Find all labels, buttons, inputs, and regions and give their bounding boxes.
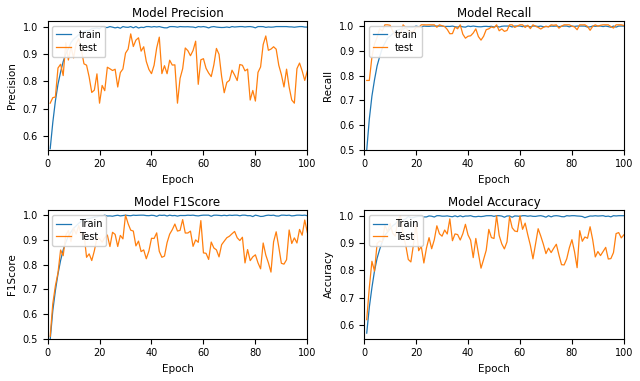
Legend: train, test: train, test xyxy=(52,26,106,57)
Train xyxy=(422,215,430,219)
X-axis label: Epoch: Epoch xyxy=(478,364,510,374)
Title: Model Recall: Model Recall xyxy=(457,7,531,20)
Test xyxy=(96,236,104,241)
Line: test: test xyxy=(367,25,624,80)
Legend: train, test: train, test xyxy=(369,26,422,57)
test xyxy=(610,26,618,30)
test xyxy=(425,22,433,27)
Train xyxy=(363,331,371,335)
train xyxy=(610,24,618,28)
Train xyxy=(106,214,114,218)
Title: Model F1Score: Model F1Score xyxy=(134,196,221,209)
Train xyxy=(122,213,129,218)
Test xyxy=(106,244,114,249)
Train xyxy=(46,337,54,342)
Train xyxy=(96,214,104,218)
Test xyxy=(412,222,420,227)
train xyxy=(46,146,54,151)
X-axis label: Epoch: Epoch xyxy=(478,175,510,185)
test xyxy=(381,22,388,27)
train xyxy=(602,24,609,28)
Line: Train: Train xyxy=(50,215,307,339)
train xyxy=(425,24,433,29)
Line: Test: Test xyxy=(367,216,624,320)
train xyxy=(519,24,527,29)
Y-axis label: Recall: Recall xyxy=(323,70,333,101)
Test xyxy=(181,231,189,235)
Legend: Train, Test: Train, Test xyxy=(369,215,422,246)
Test xyxy=(493,213,500,218)
Train xyxy=(602,214,609,219)
Y-axis label: Accuracy: Accuracy xyxy=(323,251,333,298)
Test xyxy=(293,241,301,245)
Y-axis label: F1Score: F1Score xyxy=(7,254,17,295)
train xyxy=(412,24,420,28)
test xyxy=(620,23,628,28)
Test xyxy=(122,213,129,218)
Train xyxy=(610,213,618,218)
Train xyxy=(498,214,506,218)
Y-axis label: Precision: Precision xyxy=(7,62,17,109)
test xyxy=(46,101,54,106)
Test xyxy=(422,246,430,250)
Test xyxy=(519,227,527,232)
Test xyxy=(285,228,293,232)
Train xyxy=(620,213,628,218)
Train xyxy=(181,213,189,218)
Test xyxy=(303,230,311,235)
train xyxy=(293,25,301,29)
Line: test: test xyxy=(50,34,307,103)
Train xyxy=(303,213,311,218)
Test xyxy=(602,245,609,250)
train xyxy=(363,148,371,152)
Train xyxy=(293,213,301,218)
test xyxy=(127,32,134,36)
Train xyxy=(285,213,293,218)
Title: Model Precision: Model Precision xyxy=(132,7,223,20)
test xyxy=(181,46,189,50)
train xyxy=(498,24,506,29)
test xyxy=(293,66,301,71)
Test xyxy=(610,250,618,255)
Test xyxy=(498,242,506,246)
test xyxy=(285,85,293,90)
train xyxy=(285,25,293,29)
test xyxy=(96,101,104,106)
Test xyxy=(202,251,210,256)
test xyxy=(202,66,210,70)
test xyxy=(602,22,609,27)
Title: Model Accuracy: Model Accuracy xyxy=(447,196,540,209)
train xyxy=(303,25,311,29)
X-axis label: Epoch: Epoch xyxy=(161,364,193,374)
Train xyxy=(202,213,210,218)
train xyxy=(620,24,628,29)
Test xyxy=(363,317,371,322)
Line: train: train xyxy=(50,27,307,149)
train xyxy=(415,24,422,29)
train xyxy=(106,24,114,29)
test xyxy=(498,27,506,31)
test xyxy=(106,67,114,71)
Legend: Train, Test: Train, Test xyxy=(52,215,106,246)
train xyxy=(202,25,210,29)
Train xyxy=(519,213,527,218)
Line: Test: Test xyxy=(50,215,307,336)
test xyxy=(363,78,371,83)
test xyxy=(303,69,311,73)
X-axis label: Epoch: Epoch xyxy=(161,175,193,185)
Train xyxy=(412,215,420,219)
Line: Train: Train xyxy=(367,216,624,333)
test xyxy=(415,25,422,30)
train xyxy=(181,24,189,29)
Line: train: train xyxy=(367,26,624,150)
train xyxy=(96,26,104,31)
train xyxy=(109,25,116,29)
Test xyxy=(46,334,54,339)
Train xyxy=(433,213,441,218)
test xyxy=(519,22,527,27)
Test xyxy=(620,232,628,237)
